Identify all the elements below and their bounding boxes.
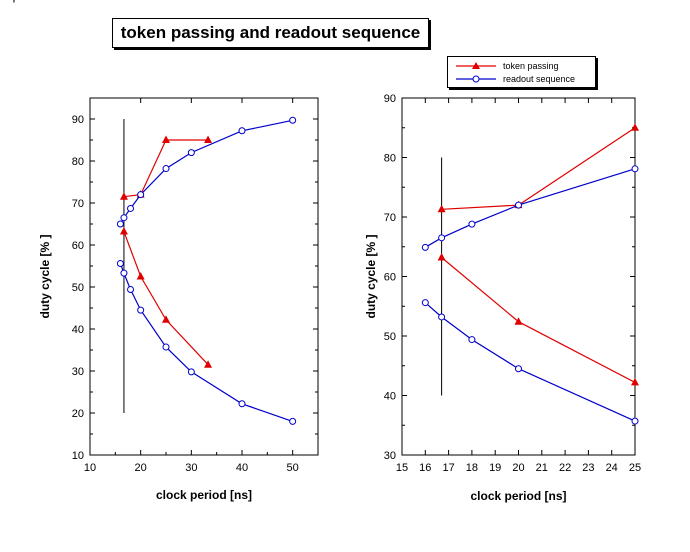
chart2-x-tick-label: 19 bbox=[489, 462, 501, 474]
chart1-y-tick-label: 20 bbox=[72, 408, 84, 420]
chart2-series-line-readout-sequence bbox=[424, 302, 636, 422]
chart2-point-readout-sequence bbox=[631, 165, 639, 173]
chart1-point-readout-sequence bbox=[116, 259, 124, 267]
chart1-point-readout-sequence bbox=[187, 368, 195, 376]
chart2-point-readout-sequence bbox=[468, 220, 476, 228]
chart2-y-tick-label: 50 bbox=[384, 331, 396, 343]
chart1-series-line-readout-sequence bbox=[119, 263, 293, 422]
chart2-x-tick-label: 20 bbox=[512, 462, 524, 474]
chart1-point-readout-sequence bbox=[137, 191, 145, 199]
chart1-y-tick-label: 10 bbox=[72, 450, 84, 462]
chart1-point-readout-sequence bbox=[289, 116, 297, 124]
chart1-point-readout-sequence bbox=[127, 286, 135, 294]
chart1-point-readout-sequence bbox=[137, 306, 145, 314]
chart1-x-tick-label: 50 bbox=[287, 462, 299, 474]
chart2-x-axis-label: clock period [ns] bbox=[470, 489, 566, 503]
chart2-y-tick-label: 40 bbox=[384, 391, 396, 403]
chart2-x-tick-label: 17 bbox=[442, 462, 454, 474]
chart2-y-axis-label: duty cycle [% ] bbox=[364, 234, 378, 318]
chart2-point-readout-sequence bbox=[438, 313, 446, 321]
chart1-point-readout-sequence bbox=[187, 149, 195, 157]
chart1-y-tick-label: 70 bbox=[72, 198, 84, 210]
chart1-x-tick-label: 20 bbox=[135, 462, 147, 474]
chart1-series-line-token-passing bbox=[123, 231, 209, 366]
circle-marker-icon bbox=[456, 75, 496, 83]
chart2-point-token-passing bbox=[514, 317, 523, 325]
chart2-x-tick-label: 16 bbox=[419, 462, 431, 474]
legend-item-token-passing: token passing bbox=[448, 59, 595, 73]
chart1-point-readout-sequence bbox=[120, 214, 128, 222]
chart1-point-readout-sequence bbox=[238, 400, 246, 408]
chart1-point-readout-sequence bbox=[289, 417, 297, 425]
chart1-point-token-passing bbox=[204, 135, 213, 143]
legend-label-token-passing: token passing bbox=[503, 61, 559, 71]
chart1-point-readout-sequence bbox=[120, 269, 128, 277]
chart2-point-token-passing bbox=[631, 377, 639, 386]
chart1-point-readout-sequence bbox=[238, 127, 246, 135]
chart1-point-token-passing bbox=[204, 360, 213, 368]
legend: token passing readout sequence bbox=[447, 56, 596, 88]
chart2-x-tick-label: 23 bbox=[582, 462, 594, 474]
chart1-y-tick-label: 40 bbox=[72, 324, 84, 336]
chart2-point-token-passing bbox=[437, 204, 446, 213]
chart1-y-axis-label: duty cycle [% ] bbox=[38, 234, 52, 318]
chart1-point-readout-sequence bbox=[162, 343, 170, 351]
chart2-y-tick-label: 30 bbox=[384, 450, 396, 462]
chart1-y-tick-label: 50 bbox=[72, 282, 84, 294]
chart1-point-token-passing bbox=[136, 272, 145, 280]
chart2-point-token-passing bbox=[437, 252, 446, 261]
chart2-x-tick-label: 15 bbox=[396, 462, 408, 474]
chart2-point-readout-sequence bbox=[631, 417, 639, 425]
chart1-x-tick-label: 10 bbox=[84, 462, 96, 474]
chart2-point-readout-sequence bbox=[421, 299, 429, 307]
chart2-point-readout-sequence bbox=[421, 243, 429, 251]
chart2-annotation: expanded bbox=[0, 0, 53, 3]
chart1-point-readout-sequence bbox=[116, 220, 124, 228]
chart2-x-tick-label: 18 bbox=[466, 462, 478, 474]
chart2-point-readout-sequence bbox=[515, 365, 522, 373]
chart1-series-line-token-passing bbox=[123, 139, 209, 198]
chart2-x-tick-label: 21 bbox=[536, 462, 548, 474]
chart1-x-tick-label: 40 bbox=[236, 462, 248, 474]
chart2-y-tick-label: 90 bbox=[384, 93, 396, 105]
chart2-point-readout-sequence bbox=[438, 234, 446, 242]
chart2-point-readout-sequence bbox=[468, 336, 476, 344]
chart2-x-tick-label: 22 bbox=[559, 462, 571, 474]
chart2-x-tick-label: 25 bbox=[629, 462, 641, 474]
chart2-point-token-passing bbox=[631, 123, 639, 131]
chart1-x-axis-label: clock period [ns] bbox=[156, 488, 252, 502]
chart1-y-tick-label: 90 bbox=[72, 114, 84, 126]
triangle-marker-icon bbox=[456, 62, 496, 69]
chart1-point-token-passing bbox=[119, 192, 128, 200]
legend-item-readout-sequence: readout sequence bbox=[448, 72, 595, 86]
chart1-y-tick-label: 30 bbox=[72, 366, 84, 378]
chart1-y-tick-label: 80 bbox=[72, 156, 84, 168]
chart1-point-token-passing bbox=[162, 135, 170, 143]
chart1-plot-frame bbox=[89, 97, 319, 456]
chart2-y-tick-label: 70 bbox=[384, 212, 396, 224]
legend-label-readout-sequence: readout sequence bbox=[503, 74, 576, 84]
chart2-series-line-token-passing bbox=[441, 127, 636, 210]
chart1-point-readout-sequence bbox=[127, 204, 135, 212]
chart1-x-tick-label: 30 bbox=[185, 462, 197, 474]
chart1-point-token-passing bbox=[119, 227, 128, 235]
chart2-series-line-token-passing bbox=[441, 257, 636, 383]
chart1-point-readout-sequence bbox=[162, 165, 170, 173]
chart2-point-readout-sequence bbox=[515, 201, 522, 209]
chart-title: token passing and readout sequence bbox=[112, 18, 429, 48]
chart1-y-tick-label: 60 bbox=[72, 240, 84, 252]
chart2-y-tick-label: 60 bbox=[384, 272, 396, 284]
chart1-point-token-passing bbox=[162, 315, 170, 323]
chart1-series-line-readout-sequence bbox=[119, 119, 293, 225]
chart2-x-tick-label: 24 bbox=[606, 462, 618, 474]
chart2-y-tick-label: 80 bbox=[384, 153, 396, 165]
